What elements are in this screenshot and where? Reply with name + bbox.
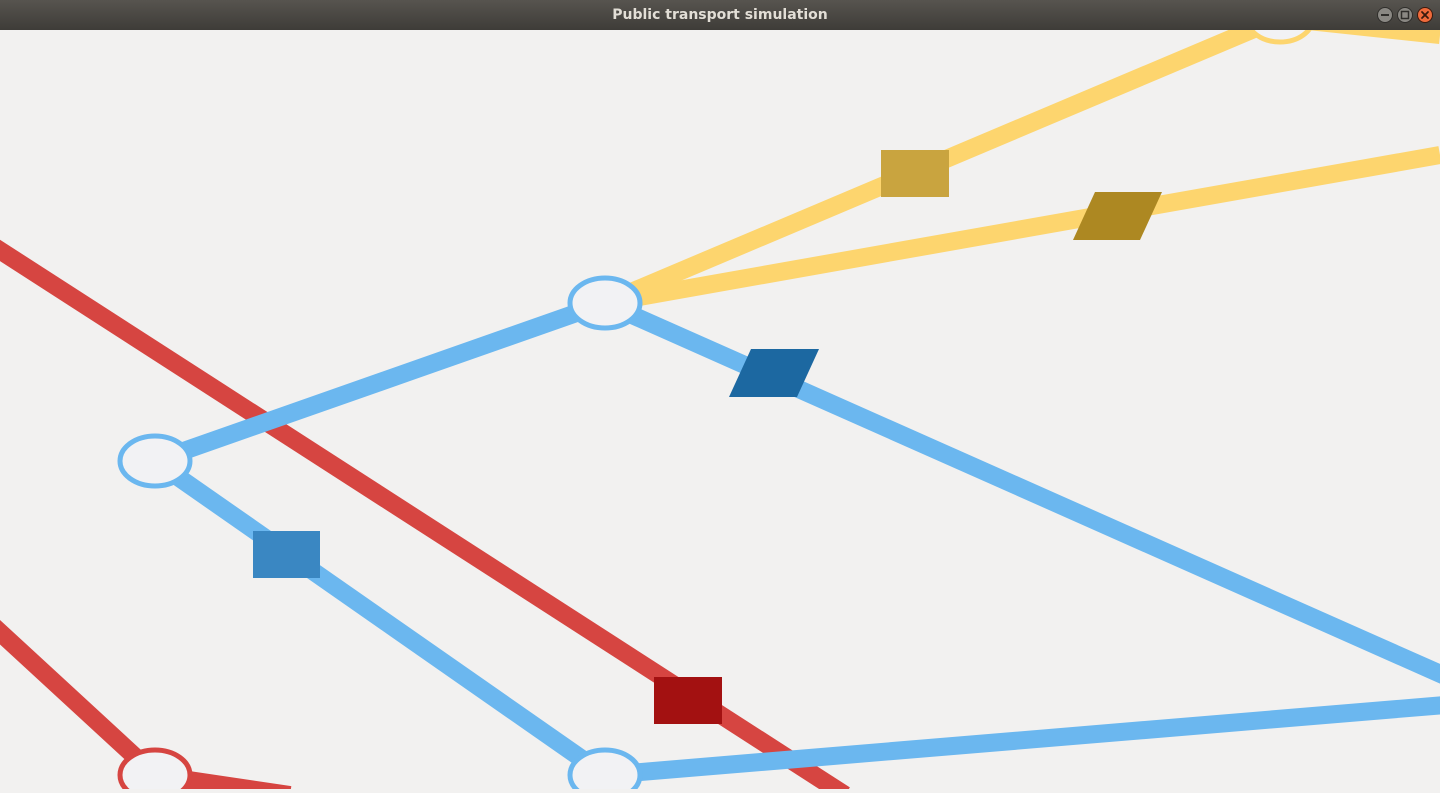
station-node[interactable] (567, 747, 643, 793)
station-node[interactable] (117, 747, 193, 793)
red-vehicle[interactable] (654, 677, 722, 724)
blue-route-segment (149, 453, 611, 783)
maximize-button[interactable] (1397, 7, 1413, 23)
close-icon (1421, 11, 1429, 19)
blue-vehicle[interactable] (729, 349, 819, 397)
minimize-icon (1381, 14, 1389, 16)
vehicles (253, 150, 1162, 724)
maximize-icon (1400, 10, 1410, 20)
close-button[interactable] (1417, 7, 1433, 23)
window-titlebar[interactable]: Public transport simulation (0, 0, 1440, 30)
yellow-route-segment (603, 146, 1440, 312)
blue-vehicle[interactable] (253, 531, 320, 578)
blue-route-segment (152, 294, 608, 470)
yellow-vehicle[interactable] (1073, 192, 1162, 240)
minimize-button[interactable] (1377, 7, 1393, 23)
station-node[interactable] (567, 275, 643, 331)
window-title: Public transport simulation (612, 7, 828, 23)
station-node[interactable] (1244, 0, 1316, 45)
yellow-vehicle[interactable] (881, 150, 949, 197)
blue-route-segment (604, 696, 1440, 784)
yellow-line (601, 9, 1440, 312)
red-route-segment (0, 619, 162, 782)
blue-route-segment (601, 294, 1440, 684)
station-node[interactable] (117, 433, 193, 489)
